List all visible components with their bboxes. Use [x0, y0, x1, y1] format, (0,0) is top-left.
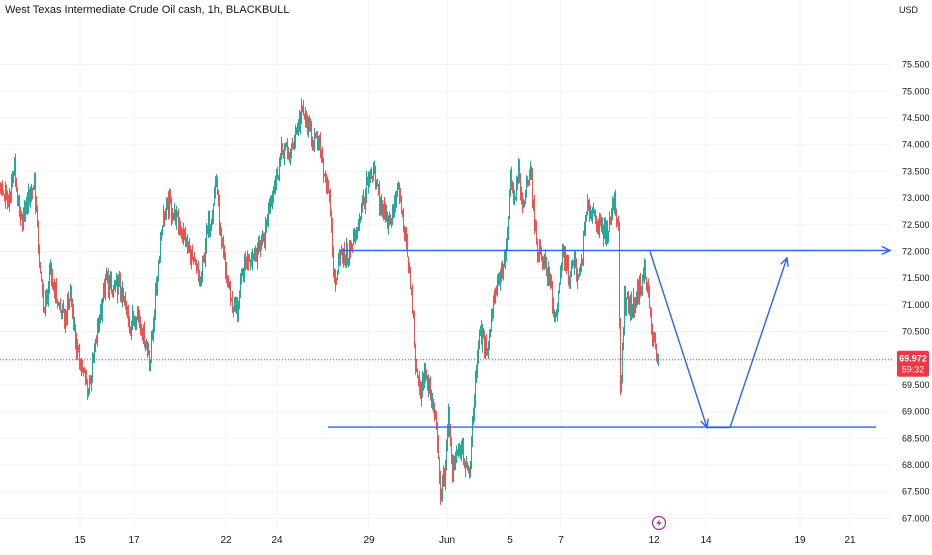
y-tick-label: 75.500: [902, 60, 930, 70]
y-tick-label: 74.500: [902, 113, 930, 123]
y-tick-label: 71.000: [902, 300, 930, 310]
projection-up-line: [729, 257, 788, 428]
candles: [0, 98, 659, 505]
y-tick-label: 73.500: [902, 166, 930, 176]
y-tick-label: 67.500: [902, 487, 930, 497]
x-tick-label: 19: [794, 535, 806, 546]
projection-up-arrow-head: [780, 256, 789, 267]
y-tick-label: 72.500: [902, 220, 930, 230]
x-tick-label: 21: [844, 535, 856, 546]
x-tick-label: 17: [128, 535, 140, 546]
chart-title: West Texas Intermediate Crude Oil cash, …: [5, 4, 290, 16]
price-badge-value: 69.972: [899, 354, 927, 364]
y-tick-label: 69.500: [902, 380, 930, 390]
y-tick-label: 73.000: [902, 193, 930, 203]
x-tick-label: 24: [271, 535, 283, 546]
lightning-icon[interactable]: [651, 515, 667, 531]
y-tick-label: 70.500: [902, 327, 930, 337]
resistance-arrow-head: [881, 245, 892, 255]
y-tick-label: 67.000: [902, 513, 930, 523]
y-tick-label: 69.000: [902, 407, 930, 417]
lightning-icon-bolt: [656, 519, 662, 527]
x-tick-label: 7: [558, 535, 564, 546]
y-tick-label: 72.000: [902, 246, 930, 256]
y-tick-label: 75.000: [902, 86, 930, 96]
projection-down-line: [649, 251, 708, 428]
price-badge-countdown: 59:32: [902, 365, 925, 375]
y-tick-label: 68.500: [902, 433, 930, 443]
y-tick-label: 71.500: [902, 273, 930, 283]
axes: 67.00067.50068.00068.50069.00069.50070.0…: [74, 60, 929, 546]
x-tick-label: 29: [363, 535, 375, 546]
y-tick-label: 68.000: [902, 460, 930, 470]
drawings[interactable]: [328, 245, 892, 430]
x-tick-label: 14: [700, 535, 712, 546]
x-tick-label: Jun: [439, 535, 455, 546]
grid: [0, 0, 892, 530]
x-tick-label: 12: [648, 535, 660, 546]
x-tick-label: 22: [220, 535, 232, 546]
x-tick-label: 15: [74, 535, 86, 546]
x-tick-label: 5: [507, 535, 513, 546]
currency-label[interactable]: USD: [898, 5, 918, 15]
y-tick-label: 74.000: [902, 140, 930, 150]
price-badge-bg: [897, 350, 929, 377]
